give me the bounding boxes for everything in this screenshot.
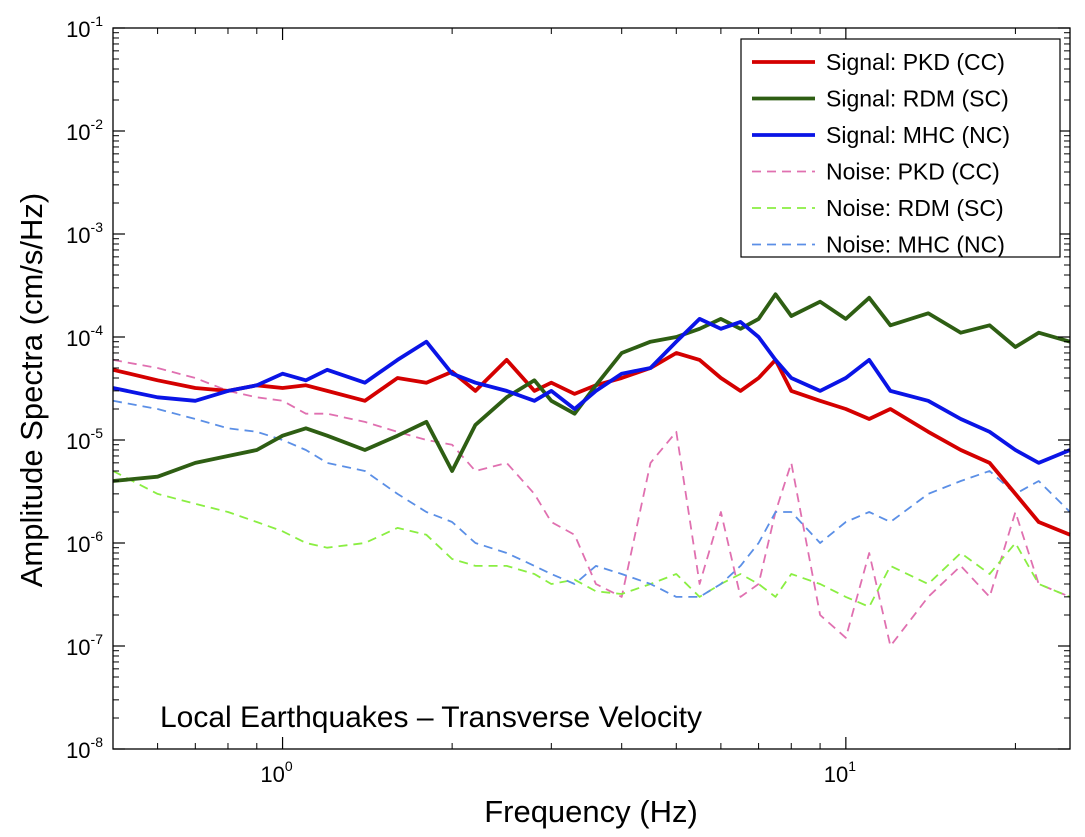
series-line-3: [112, 316, 1071, 465]
legend: Signal: PKD (CC) Signal: RDM (SC) Signal: …: [740, 38, 1061, 258]
legend-label-2: Signal: RDM (SC): [826, 86, 1009, 112]
y-tick-label: 10-2: [66, 116, 103, 145]
series-line-6: [112, 399, 1071, 598]
ticks-layer: 10-8 10-7 10-6 10-5 10-4 10-3 10-2 10-1 100 101: [66, 13, 1070, 787]
y-tick-label: 10-4: [66, 322, 103, 351]
series-line-5: [112, 470, 1071, 608]
series-line-2: [112, 292, 1071, 483]
legend-label-5: Noise: RDM (SC): [826, 195, 1004, 221]
y-tick-label: 10-6: [66, 528, 103, 557]
x-tick-label: 101: [824, 758, 856, 787]
y-tick-label: 10-8: [66, 734, 103, 763]
y-axis-label: Amplitude Spectra (cm/s/Hz): [14, 193, 49, 588]
legend-label-6: Noise: MHC (NC): [826, 232, 1005, 258]
series-layer: [112, 292, 1071, 647]
legend-label-4: Noise: PKD (CC): [826, 159, 1000, 185]
plot-frame: [112, 27, 1071, 750]
y-tick-label: 10-3: [66, 219, 103, 248]
legend-box: [740, 38, 1061, 258]
series-line-1: [112, 351, 1071, 537]
y-tick-label: 10-1: [66, 13, 103, 42]
legend-label-3: Signal: MHC (NC): [826, 122, 1010, 148]
y-tick-label: 10-5: [66, 425, 103, 454]
series-line-4: [112, 359, 1071, 647]
x-tick-label: 100: [260, 758, 292, 787]
y-tick-label: 10-7: [66, 631, 103, 660]
legend-label-1: Signal: PKD (CC): [826, 49, 1005, 75]
x-axis-label: Frequency (Hz): [484, 794, 698, 829]
annotation-text: Local Earthquakes – Transverse Velocity: [160, 701, 702, 734]
